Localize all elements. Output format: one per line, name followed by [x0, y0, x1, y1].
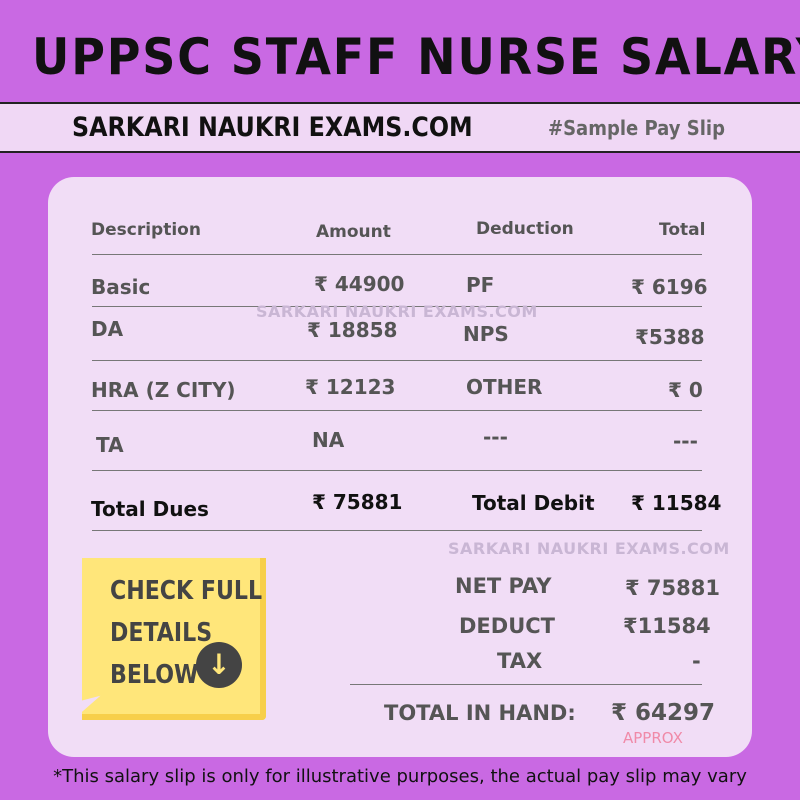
total-in-hand-value: ₹ 64297 — [611, 700, 716, 726]
deduct-value: ₹11584 — [623, 614, 711, 638]
total-dues-label: Total Dues — [91, 497, 209, 521]
divider — [92, 470, 702, 471]
total-in-hand-label: TOTAL IN HAND: — [384, 701, 576, 725]
hashtag: #Sample Pay Slip — [548, 116, 725, 140]
tax-value: - — [692, 649, 701, 673]
row-ta-total: --- — [673, 429, 698, 453]
arrow-down-circle-icon: ↓ — [196, 642, 242, 688]
row-basic-amount: ₹ 44900 — [314, 272, 405, 296]
total-debit-value: ₹ 11584 — [631, 491, 722, 515]
sticky-note-text: CHECK FULL DETAILS BELOW — [110, 576, 263, 690]
row-ta-deduction: --- — [483, 425, 508, 449]
header-description: Description — [91, 220, 201, 240]
header-deduction: Deduction — [476, 219, 574, 239]
row-da-amount: ₹ 18858 — [307, 318, 398, 342]
row-basic-total: ₹ 6196 — [631, 275, 708, 299]
sticky-note — [82, 558, 266, 720]
divider — [92, 254, 702, 255]
divider — [92, 360, 702, 361]
tax-label: TAX — [497, 649, 543, 673]
net-pay-value: ₹ 75881 — [625, 576, 720, 600]
total-debit-label: Total Debit — [472, 491, 595, 515]
row-hra-amount: ₹ 12123 — [305, 375, 396, 399]
watermark: SARKARI NAUKRI EXAMS.COM — [448, 539, 730, 558]
row-basic-description: Basic — [91, 275, 151, 299]
row-ta-amount: NA — [312, 428, 345, 452]
row-hra-total: ₹ 0 — [668, 378, 703, 402]
watermark: SARKARI NAUKRI EXAMS.COM — [256, 302, 538, 321]
row-basic-deduction: PF — [466, 273, 495, 297]
page-title: UPPSC STAFF NURSE SALARY — [32, 28, 800, 86]
total-dues-value: ₹ 75881 — [312, 490, 403, 514]
row-hra-description: HRA (Z CITY) — [91, 378, 236, 402]
divider — [92, 306, 702, 307]
divider — [92, 410, 702, 411]
disclaimer: *This salary slip is only for illustrati… — [53, 766, 747, 787]
row-da-total: ₹5388 — [635, 325, 705, 349]
approx-label: APPROX — [623, 729, 683, 747]
row-ta-description: TA — [96, 433, 124, 457]
brand-name: SARKARI NAUKRI EXAMS.COM — [72, 112, 473, 143]
row-hra-deduction: OTHER — [466, 375, 543, 399]
brand-band — [0, 102, 800, 153]
header-amount: Amount — [316, 222, 391, 242]
divider — [92, 530, 702, 531]
net-pay-label: NET PAY — [455, 574, 552, 598]
divider — [350, 684, 702, 685]
header-total: Total — [659, 220, 706, 240]
deduct-label: DEDUCT — [459, 614, 555, 638]
row-da-description: DA — [91, 317, 124, 341]
row-da-deduction: NPS — [463, 322, 509, 346]
